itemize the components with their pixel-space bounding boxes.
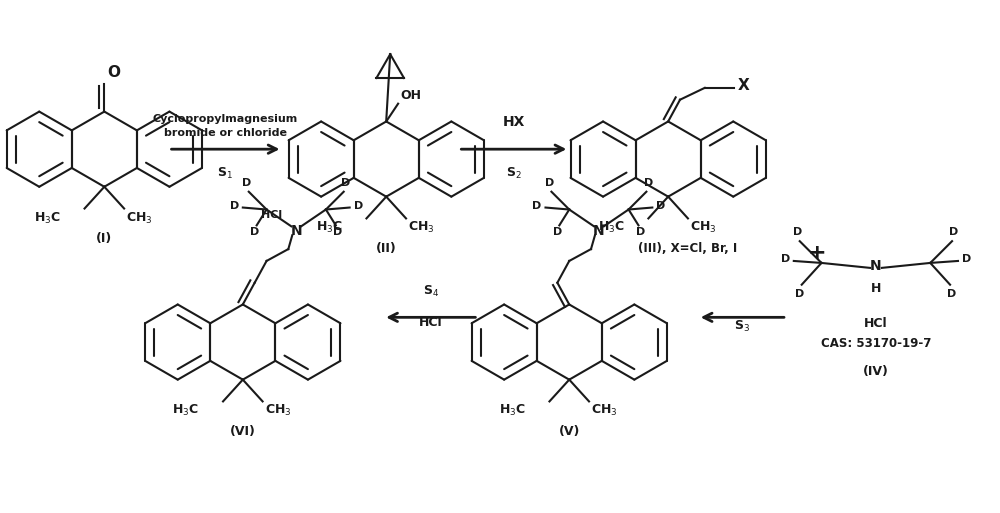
Text: Cyclopropylmagnesium: Cyclopropylmagnesium (152, 114, 298, 125)
Text: HCl: HCl (864, 318, 888, 330)
Text: (V): (V) (559, 425, 580, 438)
Text: D: D (545, 177, 554, 188)
Text: D: D (532, 201, 542, 210)
Text: (III), X=Cl, Br, I: (III), X=Cl, Br, I (638, 242, 738, 254)
Text: H$_3$C: H$_3$C (499, 403, 526, 419)
Text: D: D (230, 201, 239, 210)
Text: D: D (250, 227, 259, 238)
Text: +: + (807, 243, 826, 263)
Text: (II): (II) (376, 242, 397, 254)
Text: CH$_3$: CH$_3$ (265, 403, 291, 419)
Text: H$_3$C: H$_3$C (316, 221, 343, 235)
Text: HCl: HCl (261, 210, 282, 221)
Text: S$_3$: S$_3$ (734, 319, 750, 334)
Text: CH$_3$: CH$_3$ (591, 403, 618, 419)
Text: D: D (333, 227, 342, 238)
Text: D: D (962, 254, 971, 264)
Text: N: N (290, 224, 302, 238)
Text: bromide or chloride: bromide or chloride (164, 128, 287, 139)
Text: D: D (781, 254, 790, 264)
Text: X: X (737, 78, 749, 93)
Text: CAS: 53170-19-7: CAS: 53170-19-7 (821, 337, 931, 350)
Text: HCl: HCl (419, 317, 443, 329)
Text: (I): (I) (96, 232, 112, 245)
Text: H: H (871, 282, 881, 295)
Text: HX: HX (503, 115, 525, 129)
Text: N: N (870, 259, 882, 273)
Text: (VI): (VI) (230, 425, 256, 438)
Text: S$_2$: S$_2$ (506, 166, 522, 181)
Text: D: D (949, 227, 959, 237)
Text: CH$_3$: CH$_3$ (126, 210, 153, 226)
Text: S$_4$: S$_4$ (423, 284, 439, 299)
Text: CH$_3$: CH$_3$ (408, 221, 435, 235)
Text: (IV): (IV) (863, 365, 889, 378)
Text: CH$_3$: CH$_3$ (690, 221, 717, 235)
Text: H$_3$C: H$_3$C (34, 210, 61, 226)
Text: D: D (354, 201, 363, 210)
Text: H$_3$C: H$_3$C (598, 221, 625, 235)
Text: D: D (656, 201, 666, 210)
Text: N: N (593, 224, 605, 238)
Text: D: D (553, 227, 562, 238)
Text: D: D (947, 289, 957, 299)
Text: O: O (107, 65, 120, 80)
Text: H$_3$C: H$_3$C (172, 403, 199, 419)
Text: D: D (636, 227, 645, 238)
Text: D: D (341, 177, 350, 188)
Text: D: D (793, 227, 802, 237)
Text: D: D (242, 177, 251, 188)
Text: D: D (644, 177, 653, 188)
Text: OH: OH (400, 89, 421, 102)
Text: D: D (795, 289, 804, 299)
Text: S$_1$: S$_1$ (217, 166, 233, 181)
